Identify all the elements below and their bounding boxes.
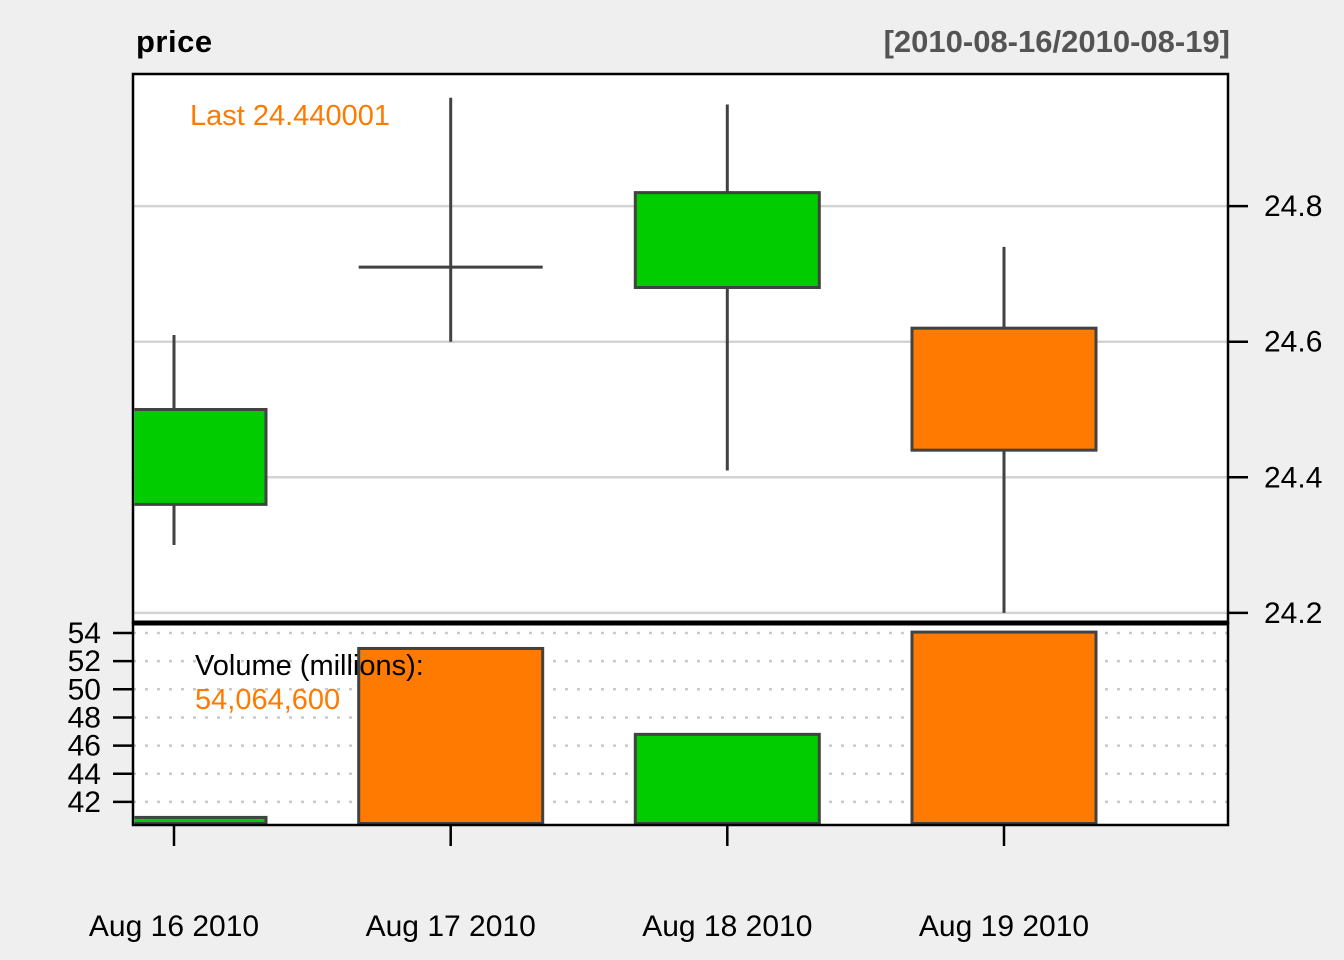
volume-axis-label: 42 — [68, 786, 101, 819]
date-range-label: [2010-08-16/2010-08-19] — [883, 24, 1230, 59]
volume-annotation-value: 54,064,600 — [195, 684, 341, 716]
page-title: price — [136, 24, 213, 59]
volume-axis-label: 50 — [68, 673, 101, 706]
volume-annotation-label: Volume (millions): — [195, 650, 424, 682]
x-axis-date-label: Aug 19 2010 — [919, 910, 1089, 943]
candles-group — [134, 97, 1098, 613]
candle-body-aug-18-2010 — [633, 191, 821, 289]
volume-axis-label: 54 — [68, 617, 101, 650]
volume-bar-aug-17-2010 — [357, 646, 545, 825]
volume-axis-label: 48 — [68, 701, 101, 734]
candle-body-aug-19-2010 — [910, 326, 1098, 452]
volume-bars-group — [134, 630, 1098, 825]
volume-bar-aug-18-2010 — [633, 732, 821, 825]
candle-body-aug-16-2010 — [134, 408, 268, 506]
volume-axis-label: 52 — [68, 645, 101, 678]
price-axis-label: 24.4 — [1264, 461, 1322, 494]
volume-axis-label: 44 — [68, 758, 101, 791]
price-axis-label: 24.8 — [1264, 190, 1322, 223]
volume-bar-aug-19-2010 — [910, 630, 1098, 825]
last-price-annotation: Last 24.440001 — [190, 100, 390, 132]
volume-bar-aug-16-2010 — [134, 815, 268, 825]
price-axis-label: 24.2 — [1264, 597, 1322, 630]
x-axis-date-label: Aug 16 2010 — [89, 910, 259, 943]
x-axis-date-label: Aug 17 2010 — [366, 910, 536, 943]
x-axis-date-label: Aug 18 2010 — [642, 910, 812, 943]
price-axis-label: 24.6 — [1264, 326, 1322, 359]
volume-axis-label: 46 — [68, 730, 101, 763]
